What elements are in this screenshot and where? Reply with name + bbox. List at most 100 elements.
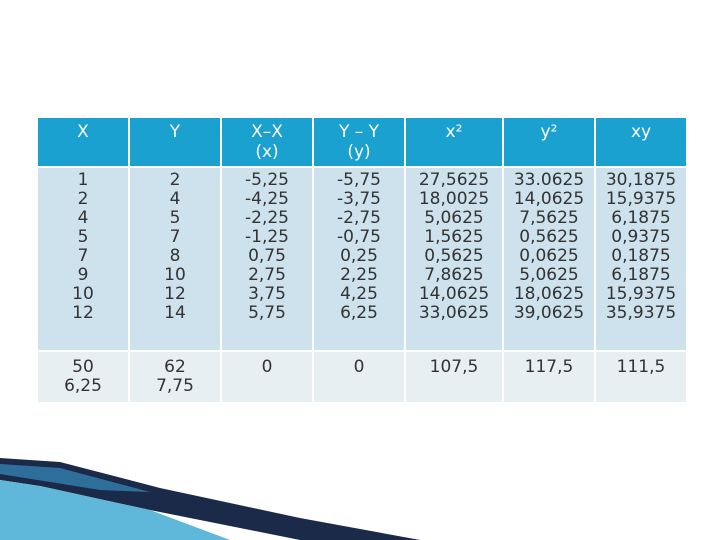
cell-value: 7,8625: [424, 265, 484, 285]
header-y: Y: [130, 118, 220, 166]
cell-value: 5,0625: [424, 208, 484, 228]
cell-value: 6,25: [64, 376, 102, 396]
table-cell: 33.0625 14,0625 7,5625 0,5625 0,0625 5,0625 18…: [504, 168, 594, 350]
cell-value: 7: [77, 246, 89, 266]
cell-value: 2: [77, 189, 89, 209]
cell-value: 2,25: [340, 265, 378, 285]
swoosh-dark-band: [0, 458, 420, 540]
table-cell: -5,25 -4,25 -2,25 -1,25 0,75 2,75 3,75 5,75: [222, 168, 312, 350]
header-x-squared-label: x²: [445, 122, 463, 142]
table-cell: 117,5: [504, 352, 594, 402]
cell-value: 0,75: [248, 246, 286, 266]
cell-value: 5: [77, 227, 89, 247]
header-x: X: [38, 118, 128, 166]
cell-value: 0,9375: [611, 227, 671, 247]
header-y-deviation-label: Y – Y (y): [338, 122, 380, 162]
cell-value: 4,25: [340, 284, 378, 304]
table-cell: 107,5: [406, 352, 502, 402]
cell-value: 35,9375: [605, 303, 677, 323]
data-table: X Y X–X (x) Y – Y (y) x² y² xy 1 2 4 5 7 9 10 1…: [36, 116, 688, 404]
swoosh-accent-band: [0, 464, 150, 492]
table-cell: 30,1875 15,9375 6,1875 0,9375 0,1875 6,1875 15…: [596, 168, 686, 350]
cell-value: 0,25: [340, 246, 378, 266]
cell-value: 117,5: [524, 357, 574, 377]
table-row: 1 2 4 5 7 9 10 12 2 4 5 7 8 10 12 14 -5,25 -4,25 -2,25 -1…: [38, 168, 686, 350]
table-row-summary: 50 6,25 62 7,75 0 0 107,5 117,5 111,5: [38, 352, 686, 402]
cell-value: 5: [169, 208, 181, 228]
table-cell: 111,5: [596, 352, 686, 402]
cell-value: 62: [164, 357, 186, 377]
cell-value: 0,0625: [519, 246, 579, 266]
cell-value: 27,5625: [418, 170, 490, 190]
cell-value: 111,5: [616, 357, 666, 377]
swoosh-light-band: [0, 480, 230, 540]
cell-value: 0,5625: [519, 227, 579, 247]
cell-value: 12: [164, 284, 186, 304]
table-cell: 2 4 5 7 8 10 12 14: [130, 168, 220, 350]
cell-value: -0,75: [337, 227, 381, 247]
table-cell: -5,75 -3,75 -2,75 -0,75 0,25 2,25 4,25 6,25: [314, 168, 404, 350]
cell-value: -5,75: [337, 170, 381, 190]
header-xy: xy: [596, 118, 686, 166]
cell-value: 4: [169, 189, 181, 209]
cell-value: -3,75: [337, 189, 381, 209]
header-x-label: X: [77, 122, 89, 142]
cell-value: -2,75: [337, 208, 381, 228]
cell-value: 0: [261, 357, 273, 377]
header-xy-label: xy: [630, 122, 652, 142]
cell-value: -5,25: [245, 170, 289, 190]
cell-value: 2: [169, 170, 181, 190]
cell-value: 1,5625: [424, 227, 484, 247]
cell-value: 14: [164, 303, 186, 323]
cell-value: 33,0625: [418, 303, 490, 323]
cell-value: 0: [353, 357, 365, 377]
cell-value: 12: [72, 303, 94, 323]
cell-value: 39,0625: [513, 303, 585, 323]
cell-value: 50: [72, 357, 94, 377]
cell-value: 15,9375: [605, 189, 677, 209]
table-cell: 0: [222, 352, 312, 402]
cell-value: 14,0625: [418, 284, 490, 304]
cell-value: 9: [77, 265, 89, 285]
cell-value: 18,0025: [418, 189, 490, 209]
table-cell: 62 7,75: [130, 352, 220, 402]
cell-value: 7,5625: [519, 208, 579, 228]
table-cell: 27,5625 18,0025 5,0625 1,5625 0,5625 7,8625 14…: [406, 168, 502, 350]
cell-value: 3,75: [248, 284, 286, 304]
cell-value: 1: [77, 170, 89, 190]
cell-value: 33.0625: [513, 170, 585, 190]
header-x-squared: x²: [406, 118, 502, 166]
cell-value: 6,1875: [611, 265, 671, 285]
cell-value: -1,25: [245, 227, 289, 247]
header-y-deviation: Y – Y (y): [314, 118, 404, 166]
table-cell: 0: [314, 352, 404, 402]
cell-value: -2,25: [245, 208, 289, 228]
header-x-deviation-label: X–X (x): [251, 122, 283, 162]
table-cell: 1 2 4 5 7 9 10 12: [38, 168, 128, 350]
table-cell: 50 6,25: [38, 352, 128, 402]
cell-value: 7,75: [156, 376, 194, 396]
header-y-squared: y²: [504, 118, 594, 166]
cell-value: 5,75: [248, 303, 286, 323]
header-row: X Y X–X (x) Y – Y (y) x² y² xy: [38, 118, 686, 166]
cell-value: 15,9375: [605, 284, 677, 304]
cell-value: 0,1875: [611, 246, 671, 266]
header-y-label: Y: [169, 122, 181, 142]
cell-value: 2,75: [248, 265, 286, 285]
cell-value: 4: [77, 208, 89, 228]
cell-value: 30,1875: [605, 170, 677, 190]
cell-value: 7: [169, 227, 181, 247]
cell-value: 10: [72, 284, 94, 304]
header-y-squared-label: y²: [540, 122, 558, 142]
decorative-swoosh: [0, 458, 420, 540]
cell-value: -4,25: [245, 189, 289, 209]
cell-value: 107,5: [429, 357, 479, 377]
cell-value: 10: [164, 265, 186, 285]
cell-value: 6,25: [340, 303, 378, 323]
cell-value: 0,5625: [424, 246, 484, 266]
cell-value: 5,0625: [519, 265, 579, 285]
cell-value: 6,1875: [611, 208, 671, 228]
cell-value: 14,0625: [513, 189, 585, 209]
cell-value: 8: [169, 246, 181, 266]
cell-value: 18,0625: [513, 284, 585, 304]
